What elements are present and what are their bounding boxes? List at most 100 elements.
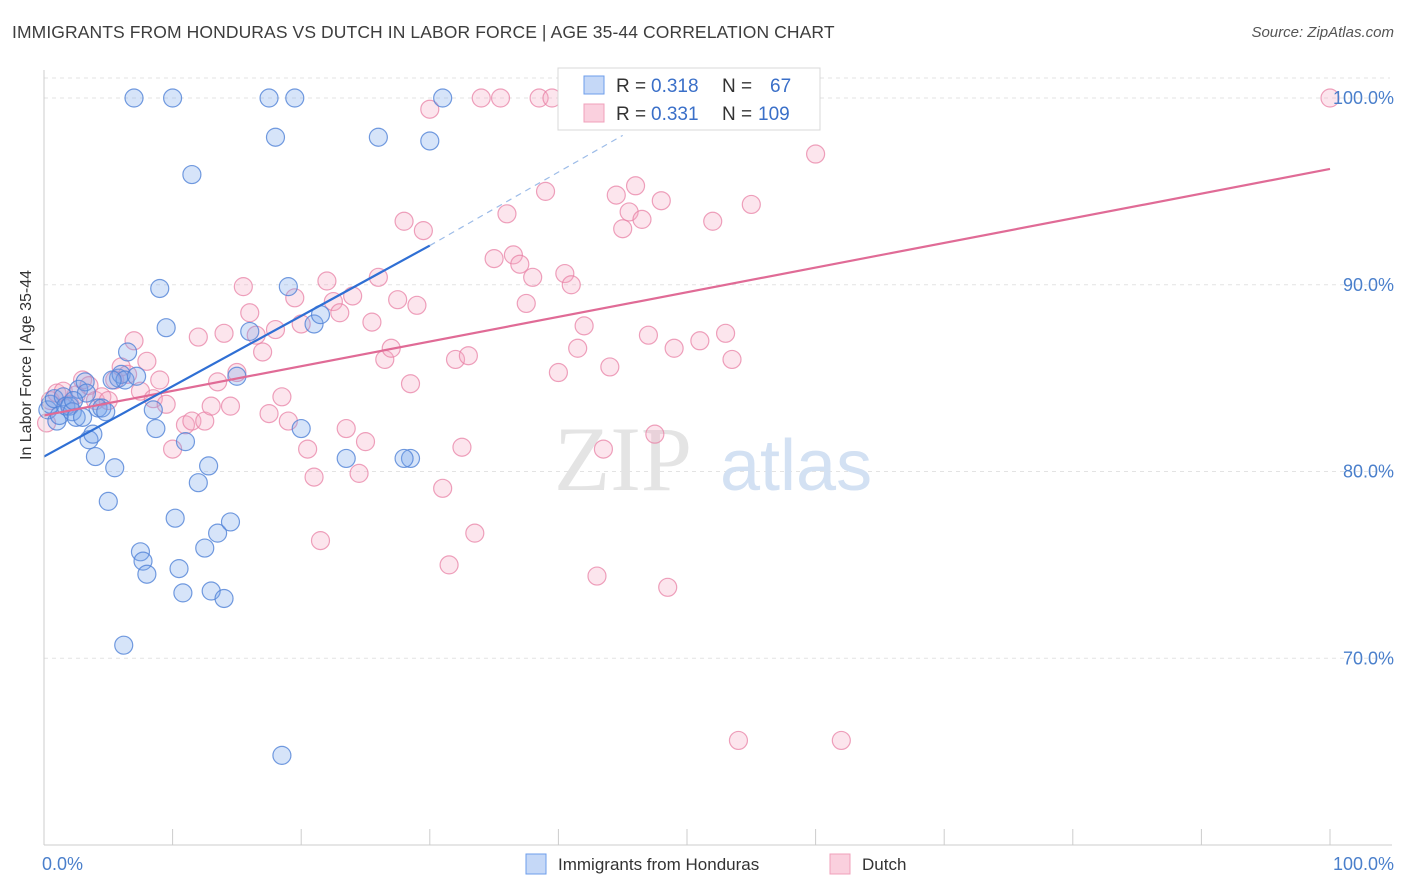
dutch-point (690, 331, 710, 351)
watermark-zip: ZIP (554, 408, 692, 510)
dutch-point (298, 439, 318, 459)
dutch-point (741, 194, 761, 215)
dutch-point (388, 290, 408, 310)
honduras-point (208, 523, 228, 543)
honduras-point (265, 127, 286, 147)
legend-r-value-2: 0.331 (651, 104, 699, 125)
honduras-point (146, 418, 166, 439)
dutch-point (658, 577, 678, 597)
dutch-point (349, 463, 369, 483)
dutch-point (625, 176, 646, 196)
honduras-point (102, 370, 122, 390)
dutch-point (394, 211, 414, 231)
honduras-points (38, 88, 453, 765)
dutch-point (645, 424, 665, 444)
honduras-point (137, 564, 157, 584)
honduras-point (63, 390, 84, 411)
honduras-point (117, 342, 138, 362)
dutch-point (465, 523, 485, 543)
honduras-point (214, 588, 234, 609)
y-tick-label: 90.0% (1343, 275, 1394, 295)
dutch-point (523, 267, 543, 287)
dutch-point (310, 531, 331, 551)
honduras-point (124, 88, 144, 108)
dutch-point (535, 181, 556, 201)
dutch-point (188, 327, 208, 347)
legend-r-value-1: 0.318 (651, 76, 699, 97)
dutch-point (400, 374, 421, 394)
dutch-point (497, 204, 517, 224)
honduras-point (394, 448, 414, 469)
dutch-point (831, 730, 851, 751)
dutch-point (413, 221, 433, 241)
stats-legend: R = 0.318 N = 67 R = 0.331 N = 109 (557, 67, 821, 131)
legend-r-label-1: R = (616, 76, 646, 97)
dutch-point (638, 325, 659, 345)
dutch-point (484, 249, 504, 269)
dutch-point (593, 439, 614, 459)
honduras-point (272, 745, 292, 765)
honduras-point (188, 473, 208, 493)
legend-pink-swatch (583, 103, 605, 123)
dutch-point (632, 209, 652, 229)
honduras-point (259, 88, 279, 108)
honduras-point (72, 407, 93, 427)
dutch-point (355, 432, 376, 452)
honduras-point (114, 635, 134, 655)
honduras-point (368, 127, 388, 147)
honduras-point (285, 88, 305, 108)
series-legend-honduras: Immigrants from Honduras (558, 855, 759, 874)
dutch-point (407, 295, 427, 315)
legend-blue-swatch (583, 75, 605, 95)
dutch-point (124, 331, 144, 351)
honduras-point (336, 448, 356, 469)
honduras-point (163, 88, 183, 108)
dutch-point (433, 478, 453, 498)
honduras-point (175, 432, 196, 452)
honduras-point (400, 448, 421, 469)
series-legend: Immigrants from Honduras Dutch (525, 853, 906, 875)
dutch-point (368, 267, 388, 287)
legend-r-label-2: R = (616, 104, 646, 125)
dutch-point (490, 88, 511, 108)
x-tick-label-min: 0.0% (42, 854, 83, 874)
dutch-point (285, 288, 305, 308)
dutch-point (220, 396, 241, 416)
dutch-point (439, 555, 459, 575)
dutch-point (214, 323, 234, 343)
honduras-point (182, 164, 202, 185)
dutch-point (805, 144, 826, 164)
honduras-point (304, 314, 324, 334)
dutch-point (471, 88, 491, 108)
honduras-point (150, 278, 170, 299)
dutch-point (703, 211, 723, 231)
dutch-point (574, 316, 594, 336)
dutch-point (445, 349, 466, 370)
dutch-point (613, 219, 633, 239)
honduras-point (291, 418, 311, 439)
dutch-point (600, 357, 620, 377)
dutch-point (606, 185, 626, 205)
dutch-point (651, 191, 671, 211)
dutch-point (452, 437, 472, 457)
dutch-point (233, 277, 253, 297)
legend-n-value-2: 109 (758, 104, 790, 125)
honduras-point (195, 538, 215, 558)
honduras-point (85, 446, 106, 467)
dutch-point (587, 566, 607, 586)
honduras-point (156, 318, 176, 338)
dutch-point (458, 346, 478, 366)
source-label: Source: ZipAtlas.com (1251, 24, 1394, 41)
series-legend-honduras-swatch (525, 853, 547, 875)
dutch-point (304, 467, 324, 487)
series-legend-dutch: Dutch (862, 855, 906, 874)
dutch-point (137, 351, 157, 371)
chart-title: IMMIGRANTS FROM HONDURAS VS DUTCH IN LAB… (12, 22, 835, 42)
honduras-trend-line (43, 244, 431, 458)
axes (43, 70, 1392, 846)
honduras-point (165, 508, 185, 528)
honduras-trend-extension (429, 134, 623, 247)
honduras-point (98, 491, 118, 511)
dutch-point (664, 338, 684, 358)
watermark-atlas: atlas (720, 426, 872, 506)
